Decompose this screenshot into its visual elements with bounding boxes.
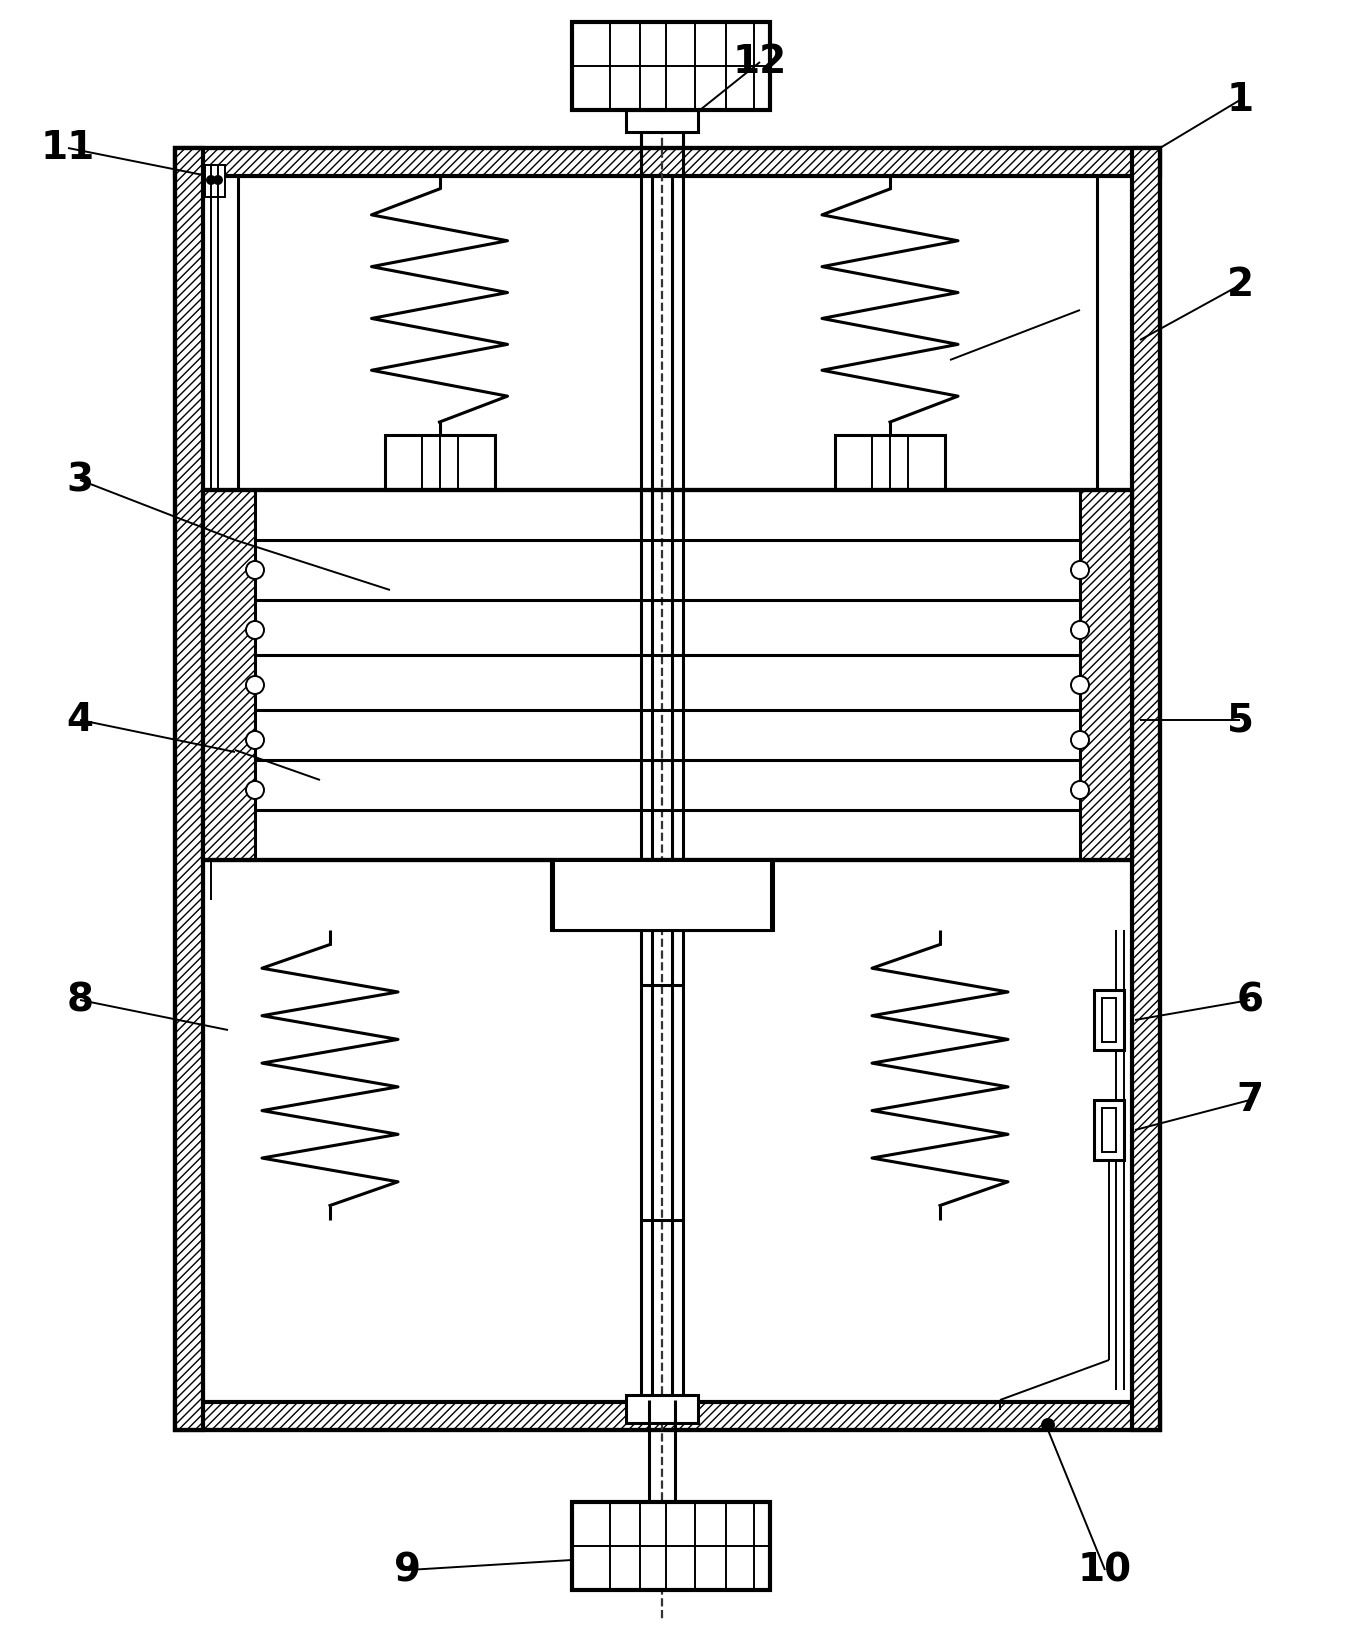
Bar: [553, 860, 771, 930]
Bar: [203, 490, 256, 860]
Circle shape: [1071, 731, 1089, 749]
Bar: [625, 110, 698, 133]
Text: 10: 10: [1077, 1551, 1132, 1589]
Circle shape: [246, 560, 264, 578]
Circle shape: [1042, 1419, 1054, 1432]
Circle shape: [246, 731, 264, 749]
Bar: [203, 490, 1132, 860]
Bar: [175, 1402, 1159, 1430]
Bar: [1102, 1107, 1116, 1152]
Text: 11: 11: [40, 129, 95, 167]
Bar: [175, 147, 1159, 1430]
Text: 4: 4: [66, 701, 94, 739]
Bar: [1102, 998, 1116, 1042]
Bar: [625, 1396, 698, 1423]
Circle shape: [1071, 676, 1089, 695]
Text: 2: 2: [1227, 265, 1254, 305]
Circle shape: [214, 175, 222, 183]
Text: 8: 8: [66, 981, 94, 1019]
Text: 3: 3: [66, 460, 94, 500]
Circle shape: [207, 175, 215, 183]
Circle shape: [246, 781, 264, 799]
Bar: [204, 165, 225, 197]
Circle shape: [246, 621, 264, 639]
Circle shape: [1071, 560, 1089, 578]
Text: 7: 7: [1236, 1081, 1263, 1119]
Bar: [1093, 989, 1124, 1050]
Circle shape: [246, 676, 264, 695]
Bar: [175, 147, 203, 1430]
Bar: [1132, 147, 1159, 1430]
Bar: [175, 147, 1159, 175]
Text: 5: 5: [1227, 701, 1254, 739]
Bar: [1093, 1101, 1124, 1160]
Text: 1: 1: [1227, 80, 1254, 120]
Text: 6: 6: [1236, 981, 1263, 1019]
Text: 9: 9: [394, 1551, 421, 1589]
Bar: [1080, 490, 1132, 860]
Bar: [572, 21, 769, 110]
Bar: [572, 1502, 769, 1590]
Text: 12: 12: [733, 43, 787, 80]
Circle shape: [1071, 621, 1089, 639]
Bar: [551, 860, 642, 930]
Bar: [835, 436, 946, 490]
Circle shape: [1071, 781, 1089, 799]
Bar: [385, 436, 495, 490]
Bar: [683, 860, 773, 930]
